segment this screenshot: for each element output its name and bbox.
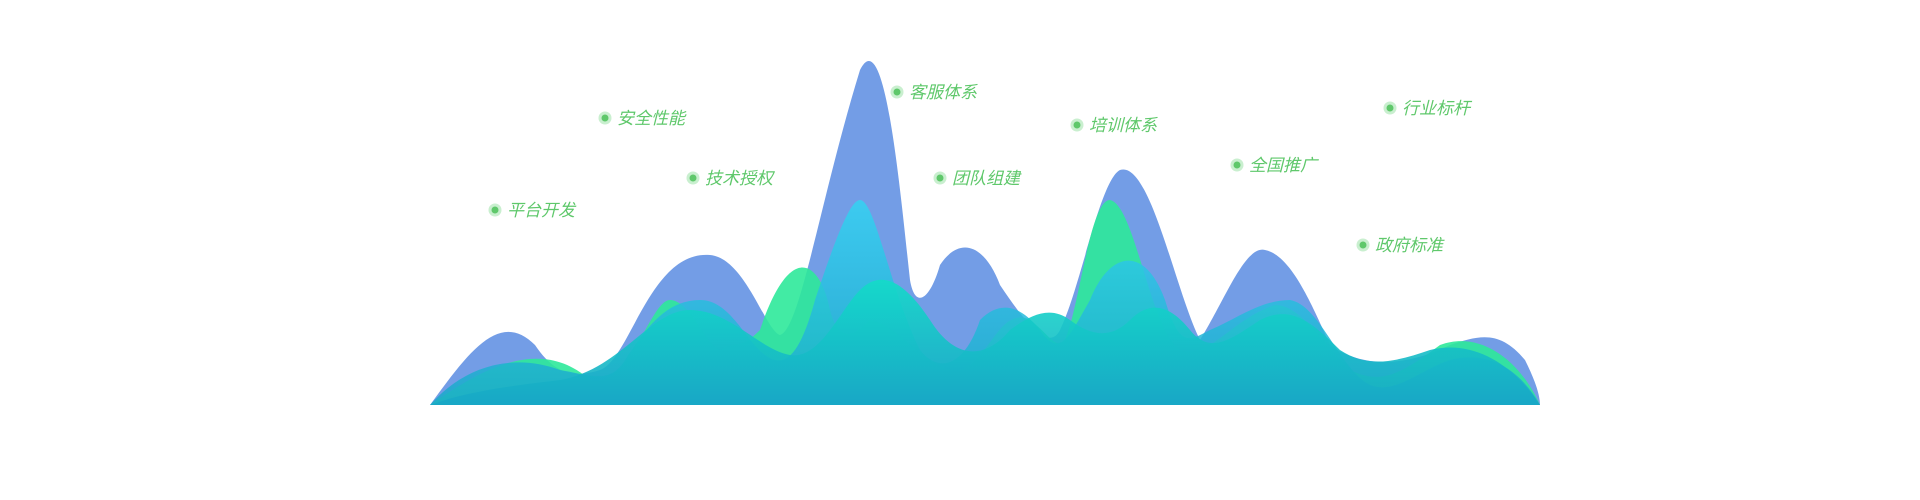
label-dot (689, 174, 697, 182)
label-dot (601, 114, 609, 122)
label-item: 政府标准 (1356, 236, 1445, 256)
label-dot (893, 88, 901, 96)
label-item: 技术授权 (686, 169, 776, 189)
label-dot (491, 206, 499, 214)
label-text: 技术授权 (705, 169, 776, 189)
label-dot (1386, 104, 1394, 112)
label-dot (1359, 241, 1367, 249)
label-text: 政府标准 (1375, 236, 1445, 256)
label-text: 平台开发 (507, 201, 577, 221)
label-text: 安全性能 (617, 109, 687, 129)
area-layer-base (430, 279, 1540, 405)
label-item: 平台开发 (488, 201, 577, 221)
label-item: 培训体系 (1070, 116, 1158, 136)
label-dot (1233, 161, 1241, 169)
label-item: 行业标杆 (1383, 99, 1473, 119)
label-text: 行业标杆 (1402, 99, 1473, 119)
label-dot (1073, 121, 1081, 129)
label-item: 全国推广 (1230, 156, 1319, 176)
label-dot (936, 174, 944, 182)
label-item: 团队组建 (933, 169, 1022, 189)
label-item: 客服体系 (890, 83, 978, 103)
label-text: 培训体系 (1089, 116, 1158, 136)
label-text: 客服体系 (909, 83, 978, 103)
label-text: 全国推广 (1249, 156, 1319, 176)
label-text: 团队组建 (952, 169, 1022, 189)
label-item: 安全性能 (598, 109, 687, 129)
